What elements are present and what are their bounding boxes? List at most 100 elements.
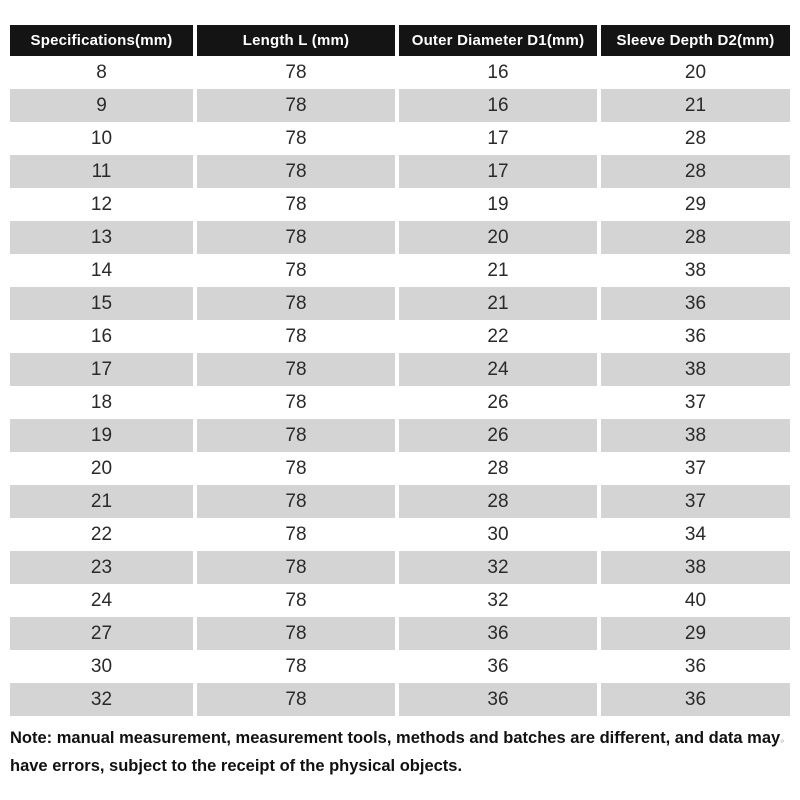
- spec-table-body: 8 78 16 20 9 78 16 21 10 78 17 28 11 78 17 28 12 78 19 29 13…: [10, 56, 790, 716]
- table-row: 10 78 17 28: [10, 122, 790, 155]
- table-cell: 36: [601, 320, 790, 353]
- table-cell: 29: [601, 188, 790, 221]
- note-stray-mark: 。: [780, 734, 791, 745]
- table-cell: 28: [601, 221, 790, 254]
- table-cell: 78: [196, 287, 395, 320]
- column-header-sleeve-depth: Sleeve Depth D2(mm): [601, 25, 790, 56]
- table-cell: 13: [10, 221, 193, 254]
- table-cell: 17: [10, 353, 193, 386]
- table-row: 30 78 36 36: [10, 650, 790, 683]
- table-cell: 20: [10, 452, 193, 485]
- table-row: 11 78 17 28: [10, 155, 790, 188]
- table-cell: 36: [398, 617, 597, 650]
- table-cell: 17: [398, 155, 597, 188]
- table-cell: 22: [10, 518, 193, 551]
- table-cell: 28: [601, 122, 790, 155]
- table-cell: 78: [196, 320, 395, 353]
- table-cell: 28: [601, 155, 790, 188]
- table-cell: 32: [10, 683, 193, 716]
- table-cell: 22: [398, 320, 597, 353]
- table-row: 23 78 32 38: [10, 551, 790, 584]
- table-row: 22 78 30 34: [10, 518, 790, 551]
- table-row: 17 78 24 38: [10, 353, 790, 386]
- table-cell: 78: [196, 551, 395, 584]
- table-cell: 21: [10, 485, 193, 518]
- table-cell: 20: [601, 56, 790, 89]
- table-cell: 20: [398, 221, 597, 254]
- table-cell: 28: [398, 452, 597, 485]
- table-cell: 21: [398, 287, 597, 320]
- table-row: 20 78 28 37: [10, 452, 790, 485]
- note-line1: Note: manual measurement, measurement to…: [10, 729, 781, 747]
- table-cell: 32: [398, 551, 597, 584]
- table-cell: 78: [196, 518, 395, 551]
- table-cell: 38: [601, 254, 790, 287]
- table-cell: 17: [398, 122, 597, 155]
- table-cell: 19: [398, 188, 597, 221]
- table-cell: 30: [10, 650, 193, 683]
- table-cell: 38: [601, 419, 790, 452]
- table-cell: 78: [196, 584, 395, 617]
- table-cell: 11: [10, 155, 193, 188]
- table-cell: 14: [10, 254, 193, 287]
- table-row: 8 78 16 20: [10, 56, 790, 89]
- table-cell: 29: [601, 617, 790, 650]
- column-header-outer-diameter: Outer Diameter D1(mm): [398, 25, 597, 56]
- table-row: 18 78 26 37: [10, 386, 790, 419]
- table-cell: 78: [196, 485, 395, 518]
- table-cell: 28: [398, 485, 597, 518]
- table-cell: 21: [398, 254, 597, 287]
- table-cell: 9: [10, 89, 193, 122]
- table-cell: 26: [398, 386, 597, 419]
- table-cell: 24: [398, 353, 597, 386]
- table-cell: 78: [196, 122, 395, 155]
- table-row: 13 78 20 28: [10, 221, 790, 254]
- table-cell: 78: [196, 617, 395, 650]
- table-cell: 37: [601, 485, 790, 518]
- table-row: 24 78 32 40: [10, 584, 790, 617]
- table-cell: 78: [196, 419, 395, 452]
- table-cell: 12: [10, 188, 193, 221]
- table-cell: 37: [601, 452, 790, 485]
- table-cell: 15: [10, 287, 193, 320]
- header-row: Specifications(mm) Length L (mm) Outer D…: [10, 25, 790, 56]
- table-cell: 36: [398, 650, 597, 683]
- table-cell: 36: [601, 650, 790, 683]
- table-row: 15 78 21 36: [10, 287, 790, 320]
- spec-table: Specifications(mm) Length L (mm) Outer D…: [6, 25, 794, 716]
- table-row: 32 78 36 36: [10, 683, 790, 716]
- table-cell: 36: [601, 287, 790, 320]
- table-cell: 78: [196, 386, 395, 419]
- table-cell: 21: [601, 89, 790, 122]
- spec-table-header: Specifications(mm) Length L (mm) Outer D…: [10, 25, 790, 56]
- table-row: 14 78 21 38: [10, 254, 790, 287]
- table-cell: 32: [398, 584, 597, 617]
- table-cell: 19: [10, 419, 193, 452]
- table-cell: 23: [10, 551, 193, 584]
- table-cell: 16: [398, 56, 597, 89]
- column-header-specifications: Specifications(mm): [10, 25, 193, 56]
- table-cell: 38: [601, 353, 790, 386]
- table-cell: 26: [398, 419, 597, 452]
- note-line2: have errors, subject to the receipt of t…: [10, 757, 463, 775]
- table-cell: 78: [196, 353, 395, 386]
- table-cell: 10: [10, 122, 193, 155]
- table-cell: 36: [601, 683, 790, 716]
- note: Note: manual measurement, measurement to…: [10, 725, 792, 780]
- table-cell: 78: [196, 56, 395, 89]
- table-cell: 78: [196, 188, 395, 221]
- table-cell: 78: [196, 221, 395, 254]
- column-header-length: Length L (mm): [196, 25, 395, 56]
- table-cell: 34: [601, 518, 790, 551]
- table-cell: 78: [196, 650, 395, 683]
- table-cell: 78: [196, 254, 395, 287]
- table-row: 27 78 36 29: [10, 617, 790, 650]
- table-cell: 38: [601, 551, 790, 584]
- table-cell: 36: [398, 683, 597, 716]
- table-cell: 78: [196, 452, 395, 485]
- table-row: 9 78 16 21: [10, 89, 790, 122]
- table-cell: 27: [10, 617, 193, 650]
- table-cell: 30: [398, 518, 597, 551]
- table-cell: 78: [196, 155, 395, 188]
- table-cell: 78: [196, 89, 395, 122]
